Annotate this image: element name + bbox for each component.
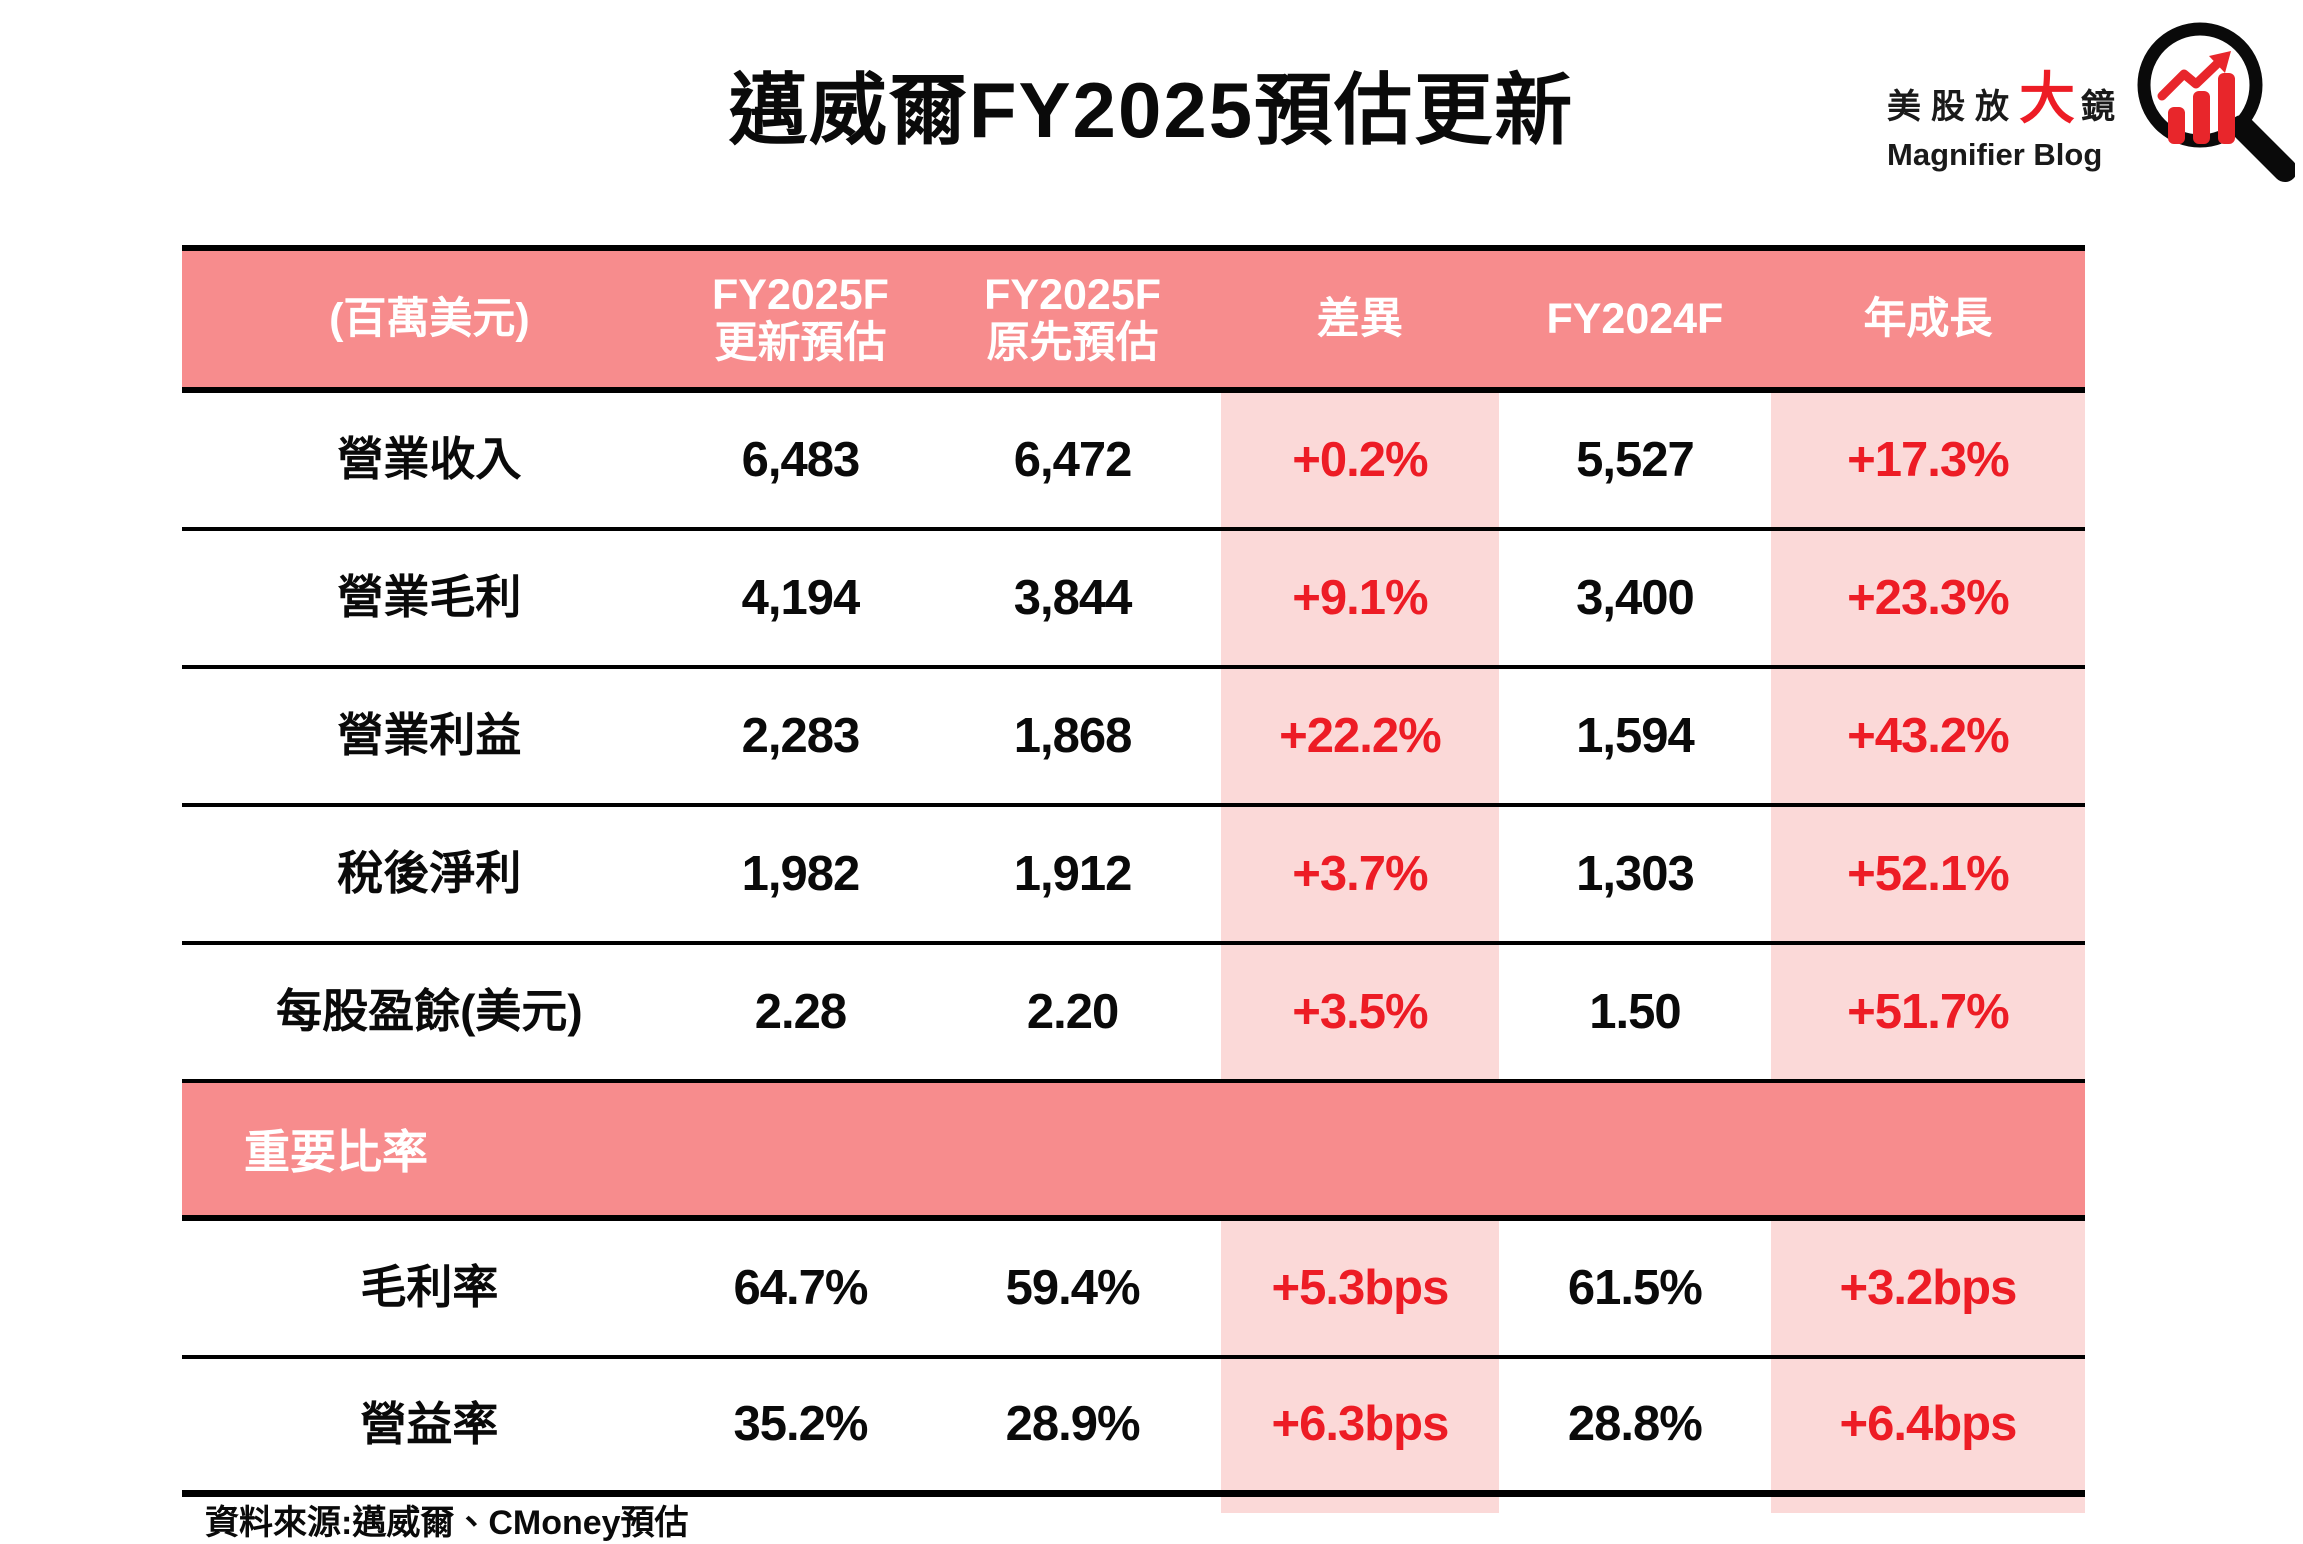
- yoy-value: +3.2bps: [1839, 1260, 2018, 1315]
- yoy-value: +43.2%: [1847, 708, 2010, 763]
- table-row-operating-margin: 營益率 35.2% 28.9% +6.3bps 28.8% +6.4bps: [182, 1359, 2085, 1497]
- fy2024-value: 3,400: [1576, 570, 1695, 625]
- forecast-table: (百萬美元) FY2025F 更新預估 FY2025F 原先預估 差異 FY2024…: [182, 245, 2085, 1513]
- original-value: 3,844: [1013, 570, 1133, 625]
- brand-cn-prefix: 美股放: [1887, 88, 2019, 126]
- table-row-net-income: 稅後淨利 1,982 1,912 +3.7% 1,303 +52.1%: [182, 807, 2085, 945]
- yoy-value: +6.4bps: [1839, 1397, 2018, 1452]
- brand-cn-big: 大: [2019, 67, 2081, 130]
- row-label: 稅後淨利: [337, 847, 522, 900]
- fy2024-value: 1,594: [1576, 708, 1695, 763]
- table-row-gross-profit: 營業毛利 4,194 3,844 +9.1% 3,400 +23.3%: [182, 531, 2085, 669]
- diff-column-highlight: [1221, 393, 1499, 1513]
- data-source-note: 資料來源:邁威爾、CMoney預估: [205, 1504, 689, 1542]
- row-label: 營益率: [360, 1397, 499, 1450]
- yoy-value: +52.1%: [1847, 846, 2010, 901]
- original-value: 6,472: [1013, 432, 1133, 487]
- page-title: 邁威爾FY2025預估更新: [728, 66, 1575, 154]
- section-label: 重要比率: [244, 1126, 428, 1178]
- yoy-value: +23.3%: [1847, 570, 2010, 625]
- updated-value: 2,283: [741, 708, 861, 763]
- row-label: 每股盈餘(美元): [276, 985, 583, 1038]
- yoy-value: +51.7%: [1847, 984, 2010, 1039]
- updated-value: 4,194: [741, 570, 861, 625]
- fy2024-value: 5,527: [1576, 432, 1695, 487]
- row-label: 營業毛利: [337, 571, 522, 624]
- magnifier-chart-icon: [2137, 22, 2295, 182]
- section-row-key-ratios: 重要比率: [182, 1083, 2085, 1221]
- brand-logo: 美股放大鏡 Magnifier Blog: [1887, 12, 2295, 182]
- diff-value: +0.2%: [1292, 432, 1428, 487]
- brand-en-name: Magnifier Blog: [1887, 137, 2103, 172]
- brand-cn-name: 美股放大鏡: [1887, 54, 2125, 135]
- diff-value: +3.7%: [1292, 846, 1428, 901]
- table-row-revenue: 營業收入 6,483 6,472 +0.2% 5,527 +17.3%: [182, 393, 2085, 531]
- original-value: 28.9%: [1005, 1397, 1141, 1452]
- header-yoy: 年成長: [1863, 294, 1993, 343]
- fy2024-value: 1.50: [1589, 984, 1681, 1039]
- original-value: 2.20: [1026, 984, 1119, 1039]
- fy2024-value: 28.8%: [1567, 1397, 1703, 1452]
- original-value: 1,912: [1013, 846, 1133, 901]
- table-row-operating-income: 營業利益 2,283 1,868 +22.2% 1,594 +43.2%: [182, 669, 2085, 807]
- header-original-estimate: FY2025F 原先預估: [984, 270, 1161, 367]
- yoy-value: +17.3%: [1847, 432, 2010, 487]
- updated-value: 35.2%: [733, 1397, 868, 1452]
- header-fy2024: FY2024F: [1546, 294, 1724, 343]
- updated-value: 2.28: [754, 984, 847, 1039]
- fy2024-value: 1,303: [1576, 846, 1695, 901]
- fy2024-value: 61.5%: [1567, 1260, 1703, 1315]
- updated-value: 1,982: [741, 846, 861, 901]
- diff-value: +6.3bps: [1271, 1397, 1449, 1452]
- row-label: 毛利率: [360, 1261, 499, 1314]
- updated-value: 64.7%: [733, 1260, 868, 1315]
- diff-value: +9.1%: [1292, 570, 1428, 625]
- original-value: 59.4%: [1005, 1260, 1141, 1315]
- row-label: 營業利益: [337, 709, 522, 762]
- table-row-eps: 每股盈餘(美元) 2.28 2.20 +3.5% 1.50 +51.7%: [182, 945, 2085, 1083]
- diff-value: +3.5%: [1292, 984, 1428, 1039]
- original-value: 1,868: [1013, 708, 1133, 763]
- header-diff: 差異: [1316, 294, 1403, 343]
- brand-text: 美股放大鏡 Magnifier Blog: [1887, 54, 2125, 173]
- table-header-row: (百萬美元) FY2025F 更新預估 FY2025F 原先預估 差異 FY2024…: [182, 251, 2085, 393]
- header-unit: (百萬美元): [329, 294, 530, 343]
- header-updated-estimate: FY2025F 更新預估: [712, 270, 889, 367]
- diff-value: +22.2%: [1279, 708, 1442, 763]
- row-label: 營業收入: [337, 433, 522, 486]
- brand-cn-suffix: 鏡: [2081, 88, 2125, 126]
- table-row-gross-margin: 毛利率 64.7% 59.4% +5.3bps 61.5% +3.2bps: [182, 1221, 2085, 1359]
- yoy-column-highlight: [1771, 393, 2085, 1513]
- updated-value: 6,483: [741, 432, 861, 487]
- diff-value: +5.3bps: [1271, 1260, 1449, 1315]
